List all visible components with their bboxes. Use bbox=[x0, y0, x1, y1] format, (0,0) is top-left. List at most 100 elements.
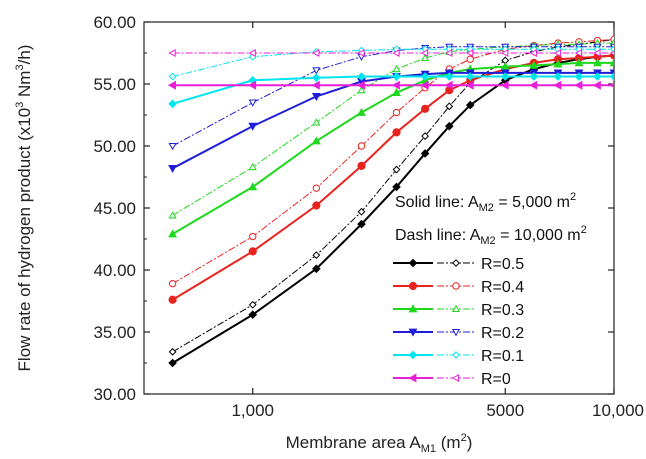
solid-point bbox=[357, 72, 366, 81]
solid-point bbox=[593, 58, 602, 67]
dash-point bbox=[421, 132, 430, 140]
solid-point bbox=[574, 80, 583, 90]
dash-point bbox=[420, 48, 429, 58]
solid-point bbox=[168, 99, 177, 109]
solid-point bbox=[167, 80, 176, 90]
dash-point bbox=[357, 85, 366, 94]
solid-point bbox=[421, 104, 430, 113]
dash-point bbox=[392, 48, 400, 58]
dash-point bbox=[593, 48, 601, 58]
legend-solid-marker bbox=[408, 373, 417, 383]
solid-line-note: Solid line: AM2 = 5,000 m2 bbox=[395, 191, 576, 214]
dash-point bbox=[168, 347, 177, 356]
legend-label: R=0.5 bbox=[481, 256, 524, 273]
axis-ticks: 30.00 35.00 40.00 45.00 50.00 55.00 60.00 1,000… bbox=[93, 13, 644, 420]
solid-point bbox=[391, 80, 400, 90]
legend-item: R=0.1 bbox=[393, 348, 524, 365]
solid-point bbox=[168, 358, 177, 368]
dash-point bbox=[248, 99, 257, 107]
dash-point bbox=[248, 48, 256, 58]
dash-point bbox=[248, 162, 257, 171]
solid-point bbox=[357, 161, 366, 170]
legend-solid-marker bbox=[408, 304, 418, 313]
solid-point bbox=[312, 73, 321, 83]
dash-point bbox=[529, 48, 537, 58]
dash-point bbox=[445, 102, 454, 111]
solid-point bbox=[574, 58, 584, 67]
solid-point bbox=[574, 72, 584, 81]
dash-point bbox=[392, 108, 401, 117]
solid-point bbox=[312, 264, 321, 274]
solid-point bbox=[248, 310, 258, 319]
series-layer bbox=[167, 35, 614, 368]
dash-point bbox=[357, 207, 366, 216]
dash-point bbox=[168, 211, 177, 219]
legend-solid-marker bbox=[408, 258, 418, 268]
solid-point bbox=[357, 219, 366, 229]
dash-point bbox=[610, 45, 614, 54]
solid-point bbox=[529, 60, 539, 69]
solid-line-R=0.1 bbox=[172, 75, 614, 105]
solid-point bbox=[529, 80, 538, 90]
dash-point bbox=[501, 48, 509, 58]
solid-point bbox=[392, 72, 401, 81]
dash-point bbox=[168, 142, 177, 151]
solid-point bbox=[592, 80, 601, 90]
legend-label: R=0.4 bbox=[481, 279, 524, 296]
dash-point bbox=[466, 48, 474, 58]
y-tick-label: 35.00 bbox=[93, 323, 136, 342]
dash-point bbox=[609, 50, 614, 56]
solid-point bbox=[420, 149, 430, 158]
legend-item: R=0.4 bbox=[393, 279, 524, 296]
solid-point bbox=[420, 80, 429, 90]
dash-line-note: Dash line: AM2 = 10,000 m2 bbox=[395, 224, 587, 247]
solid-point bbox=[248, 247, 257, 256]
dash-point bbox=[466, 55, 474, 63]
solid-point bbox=[444, 121, 454, 131]
legend-label: R=0.2 bbox=[481, 325, 524, 342]
series-R=0 bbox=[167, 48, 614, 90]
y-tick-label: 50.00 bbox=[93, 137, 136, 156]
y-tick-label: 40.00 bbox=[93, 261, 136, 280]
dash-point bbox=[553, 48, 562, 58]
solid-point bbox=[465, 100, 475, 110]
dash-line-R=0.2 bbox=[172, 46, 614, 147]
dash-point bbox=[168, 48, 176, 58]
solid-point bbox=[420, 72, 430, 81]
dash-point bbox=[357, 48, 365, 58]
solid-point bbox=[168, 229, 178, 238]
solid-point bbox=[312, 201, 321, 210]
legend-label: R=0.3 bbox=[481, 302, 524, 319]
solid-point bbox=[465, 80, 474, 90]
solid-point bbox=[356, 80, 365, 90]
solid-point bbox=[593, 72, 602, 81]
dash-line-R=0.5 bbox=[172, 38, 614, 353]
solid-point bbox=[392, 88, 401, 97]
dash-point bbox=[248, 300, 257, 309]
x-axis-title: Membrane area AM1 (m2) bbox=[286, 432, 473, 455]
y-tick-label: 45.00 bbox=[93, 199, 136, 218]
solid-point bbox=[248, 122, 258, 131]
dash-point bbox=[312, 118, 321, 126]
solid-point bbox=[500, 80, 509, 90]
legend-dash-marker bbox=[451, 328, 461, 337]
solid-point bbox=[248, 182, 258, 191]
series-R=0.1 bbox=[168, 45, 614, 109]
x-tick-label: 1,000 bbox=[231, 401, 274, 420]
solid-point bbox=[311, 93, 321, 102]
legend-item: R=0.5 bbox=[393, 256, 524, 273]
x-tick-label: 10,000 bbox=[592, 401, 644, 420]
solid-point bbox=[311, 80, 320, 90]
solid-point bbox=[392, 128, 401, 137]
legend-item: R=0.2 bbox=[393, 325, 524, 342]
legend-dash-marker bbox=[452, 282, 460, 290]
dash-point bbox=[421, 53, 430, 62]
solid-point bbox=[248, 80, 257, 90]
solid-point bbox=[500, 72, 510, 81]
dash-point bbox=[574, 48, 583, 58]
solid-point bbox=[529, 72, 539, 81]
solid-point bbox=[444, 72, 454, 81]
legend-dash-marker bbox=[452, 259, 460, 267]
dash-point bbox=[445, 48, 453, 58]
